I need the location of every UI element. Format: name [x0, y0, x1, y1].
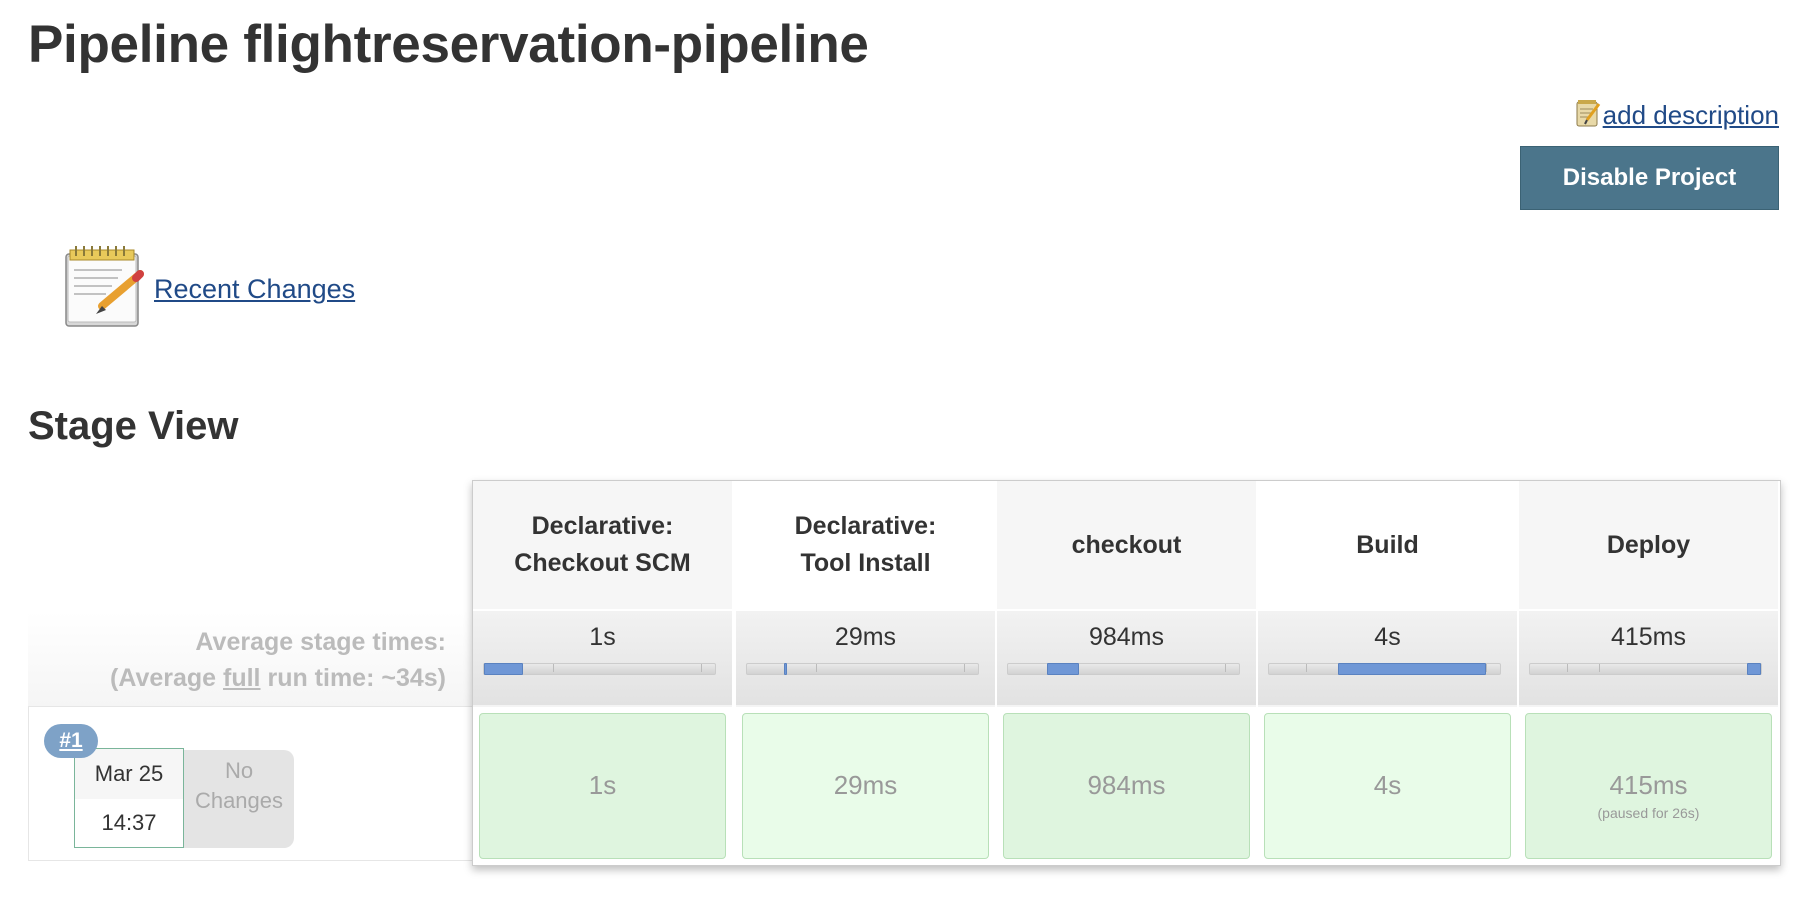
recent-changes-area: Recent Changes	[62, 244, 355, 333]
stage-average-time: 29ms	[834, 623, 897, 651]
stage-run-cell[interactable]: 415ms (paused for 26s)	[1525, 713, 1772, 859]
bar-tick	[553, 664, 555, 672]
bar-tick	[1486, 664, 1488, 672]
stage-header: Declarative: Checkout SCM	[473, 481, 732, 609]
stage-name-line2: Checkout SCM	[514, 549, 691, 577]
stage-run-duration: 4s	[1373, 770, 1402, 800]
stage-name-line1: Declarative:	[531, 512, 674, 540]
average-times-label: Average stage times: (Average full run t…	[110, 624, 446, 696]
average-stage-times-text: Average stage times:	[195, 628, 446, 656]
stage-average-time: 415ms	[1610, 623, 1687, 651]
stage-header: Deploy	[1519, 481, 1778, 609]
stage-run-cell[interactable]: 29ms	[742, 713, 989, 859]
stage-name-line1: checkout	[1071, 530, 1182, 559]
run-number-badge[interactable]: #1	[44, 724, 98, 758]
stage-run-cell-wrap: 29ms	[736, 705, 995, 869]
stage-run-cell[interactable]: 1s	[479, 713, 726, 859]
add-description-area: add description	[1575, 98, 1779, 133]
stage-average: 4s	[1258, 609, 1517, 705]
bar-tick	[816, 664, 818, 672]
no-changes-box: No Changes	[184, 750, 294, 848]
stage-average-time: 4s	[1374, 623, 1401, 651]
average-run-full: full	[223, 664, 261, 692]
stage-average: 984ms	[997, 609, 1256, 705]
stage-header: Declarative: Tool Install	[736, 481, 995, 609]
stage-name-line1: Deploy	[1606, 530, 1691, 559]
page-title: Pipeline flightreservation-pipeline	[28, 15, 869, 74]
stage-name-line2: Tool Install	[800, 549, 931, 577]
average-times-row: Average stage times: (Average full run t…	[28, 612, 474, 706]
stage-time-bar-fill	[1747, 663, 1761, 675]
stage-average-time: 984ms	[1088, 623, 1165, 651]
stage-view-table: Declarative: Checkout SCM 1s 1s Declarati…	[472, 480, 1781, 866]
disable-project-button[interactable]: Disable Project	[1520, 146, 1779, 210]
average-run-prefix: (Average	[110, 664, 224, 692]
stage-time-bar	[1529, 663, 1762, 675]
stage-run-duration: 1s	[588, 770, 617, 800]
notepad-pencil-icon	[62, 244, 148, 333]
stage-run-duration: 29ms	[833, 770, 898, 800]
stage-time-bar-fill	[1338, 663, 1486, 675]
stage-run-paused: (paused for 26s)	[1597, 805, 1700, 821]
stage-name-line1: Declarative:	[794, 512, 937, 540]
stage-average-time: 1s	[589, 623, 616, 651]
edit-notepad-icon	[1575, 98, 1603, 133]
stage-run-cell[interactable]: 4s	[1264, 713, 1511, 859]
add-description-link[interactable]: add description	[1602, 100, 1779, 130]
stage-column-build: Build 4s 4s	[1256, 481, 1517, 865]
stage-time-bar-fill	[783, 663, 787, 675]
bar-tick	[1305, 664, 1307, 672]
bar-tick	[964, 664, 966, 672]
stage-time-bar	[1007, 663, 1240, 675]
stage-header: Build	[1258, 481, 1517, 609]
stage-run-cell[interactable]: 984ms	[1003, 713, 1250, 859]
stage-header: checkout	[997, 481, 1256, 609]
average-run-time-text: (Average full run time: ~34s)	[110, 660, 446, 696]
stage-time-bar	[746, 663, 979, 675]
stage-time-bar	[1268, 663, 1501, 675]
stage-run-cell-wrap: 415ms (paused for 26s)	[1519, 705, 1778, 869]
stage-view-title: Stage View	[28, 404, 239, 448]
bar-tick	[1225, 664, 1227, 672]
stage-time-bar-fill	[1047, 663, 1080, 675]
stage-name-line1: Build	[1356, 530, 1419, 559]
stage-run-cell-wrap: 4s	[1258, 705, 1517, 869]
stage-run-cell-wrap: 1s	[473, 705, 732, 869]
stage-column-checkout: checkout 984ms 984ms	[995, 481, 1256, 865]
run-date: Mar 25	[75, 749, 183, 799]
stage-column-deploy: Deploy 415ms 415ms (paused for 26s)	[1517, 481, 1778, 865]
stage-run-duration: 415ms	[1609, 770, 1688, 800]
stage-run-duration: 984ms	[1087, 770, 1166, 800]
stage-time-bar-fill	[484, 663, 523, 675]
bar-tick	[701, 664, 703, 672]
stage-time-bar	[483, 663, 716, 675]
stage-run-cell-wrap: 984ms	[997, 705, 1256, 869]
average-run-suffix: run time: ~34s)	[260, 664, 446, 692]
bar-tick	[1566, 664, 1568, 672]
bar-tick	[1599, 664, 1601, 672]
stage-average: 29ms	[736, 609, 995, 705]
stage-average: 415ms	[1519, 609, 1778, 705]
recent-changes-link[interactable]: Recent Changes	[154, 274, 356, 304]
stage-column-checkout-scm: Declarative: Checkout SCM 1s 1s	[473, 481, 732, 865]
run-time: 14:37	[101, 810, 157, 835]
run-date-box[interactable]: Mar 25 14:37	[74, 748, 184, 848]
stage-average: 1s	[473, 609, 732, 705]
stage-column-tool-install: Declarative: Tool Install 29ms 29ms	[734, 481, 995, 865]
